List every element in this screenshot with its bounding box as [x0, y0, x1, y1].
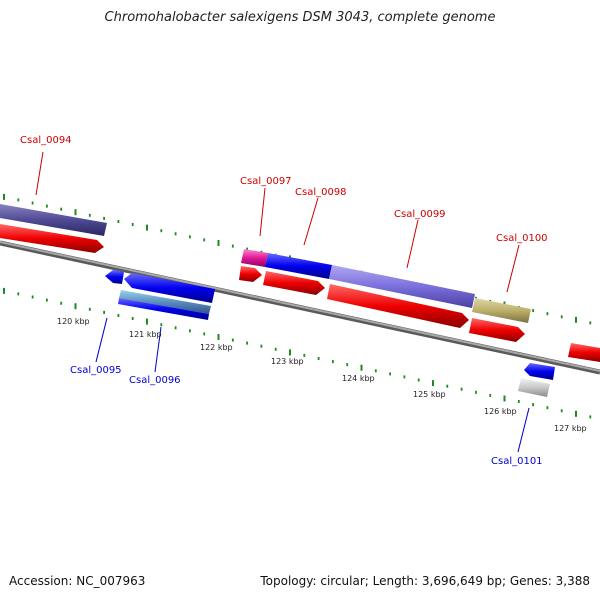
- scale-label-122: 122 kbp: [200, 343, 233, 352]
- gene-csal-0098-feature[interactable]: [265, 253, 332, 279]
- accession-text: Accession: NC_007963: [9, 574, 146, 588]
- map-title: Chromohalobacter salexigens DSM 3043, co…: [104, 10, 496, 25]
- leader-csal-0095: [95, 317, 108, 363]
- cds-arrow-0097[interactable]: [239, 266, 262, 282]
- leader-csal-0100: [506, 244, 520, 293]
- label-csal-0101[interactable]: Csal_0101: [491, 456, 543, 467]
- leader-csal-0098: [303, 197, 319, 246]
- label-csal-0097[interactable]: Csal_0097: [240, 176, 292, 187]
- reverse-tick-row: [3, 287, 592, 419]
- leader-csal-0097: [259, 187, 266, 237]
- label-csal-0099[interactable]: Csal_0099: [394, 209, 446, 220]
- leader-csal-0096: [154, 326, 162, 373]
- label-csal-0098[interactable]: Csal_0098: [295, 187, 347, 198]
- cds-arrow-0100[interactable]: [469, 318, 525, 342]
- gene-csal-0101-feature[interactable]: [524, 363, 555, 380]
- gene-csal-0095-small-feature[interactable]: [105, 270, 124, 284]
- scale-label-120: 120 kbp: [57, 317, 90, 326]
- scale-label-121: 121 kbp: [129, 330, 162, 339]
- leader-csal-0101: [517, 407, 530, 453]
- label-csal-0100[interactable]: Csal_0100: [496, 233, 548, 244]
- gene-csal-0094-feature[interactable]: [0, 204, 107, 236]
- scale-label-125: 125 kbp: [413, 390, 446, 399]
- gene-csal-0096-cds[interactable]: [118, 298, 209, 320]
- scale-label-123: 123 kbp: [271, 357, 304, 366]
- cds-arrow-0102[interactable]: [568, 343, 600, 362]
- label-csal-0096[interactable]: Csal_0096: [129, 375, 181, 386]
- scale-label-127: 127 kbp: [554, 424, 587, 433]
- gene-csal-0101-gray-feature[interactable]: [518, 378, 550, 397]
- cds-arrow-0099[interactable]: [327, 284, 469, 328]
- gene-csal-0097-feature[interactable]: [241, 249, 268, 267]
- cds-arrow-0098[interactable]: [263, 271, 325, 295]
- genome-backbone-highlight: [0, 241, 600, 372]
- gene-csal-0100-feature[interactable]: [472, 298, 531, 323]
- topology-text: Topology: circular; Length: 3,696,649 bp…: [260, 574, 590, 588]
- leader-csal-0094: [35, 151, 44, 196]
- gene-csal-0095-feature[interactable]: [124, 273, 215, 303]
- cds-arrow-0094[interactable]: [0, 224, 104, 253]
- scale-label-126: 126 kbp: [484, 407, 517, 416]
- gene-csal-0099-feature[interactable]: [329, 265, 475, 308]
- label-csal-0095[interactable]: Csal_0095: [70, 365, 122, 376]
- scale-label-124: 124 kbp: [342, 374, 375, 383]
- leader-csal-0099: [406, 219, 419, 269]
- label-csal-0094[interactable]: Csal_0094: [20, 135, 72, 146]
- gene-csal-0096-feature[interactable]: [119, 290, 211, 314]
